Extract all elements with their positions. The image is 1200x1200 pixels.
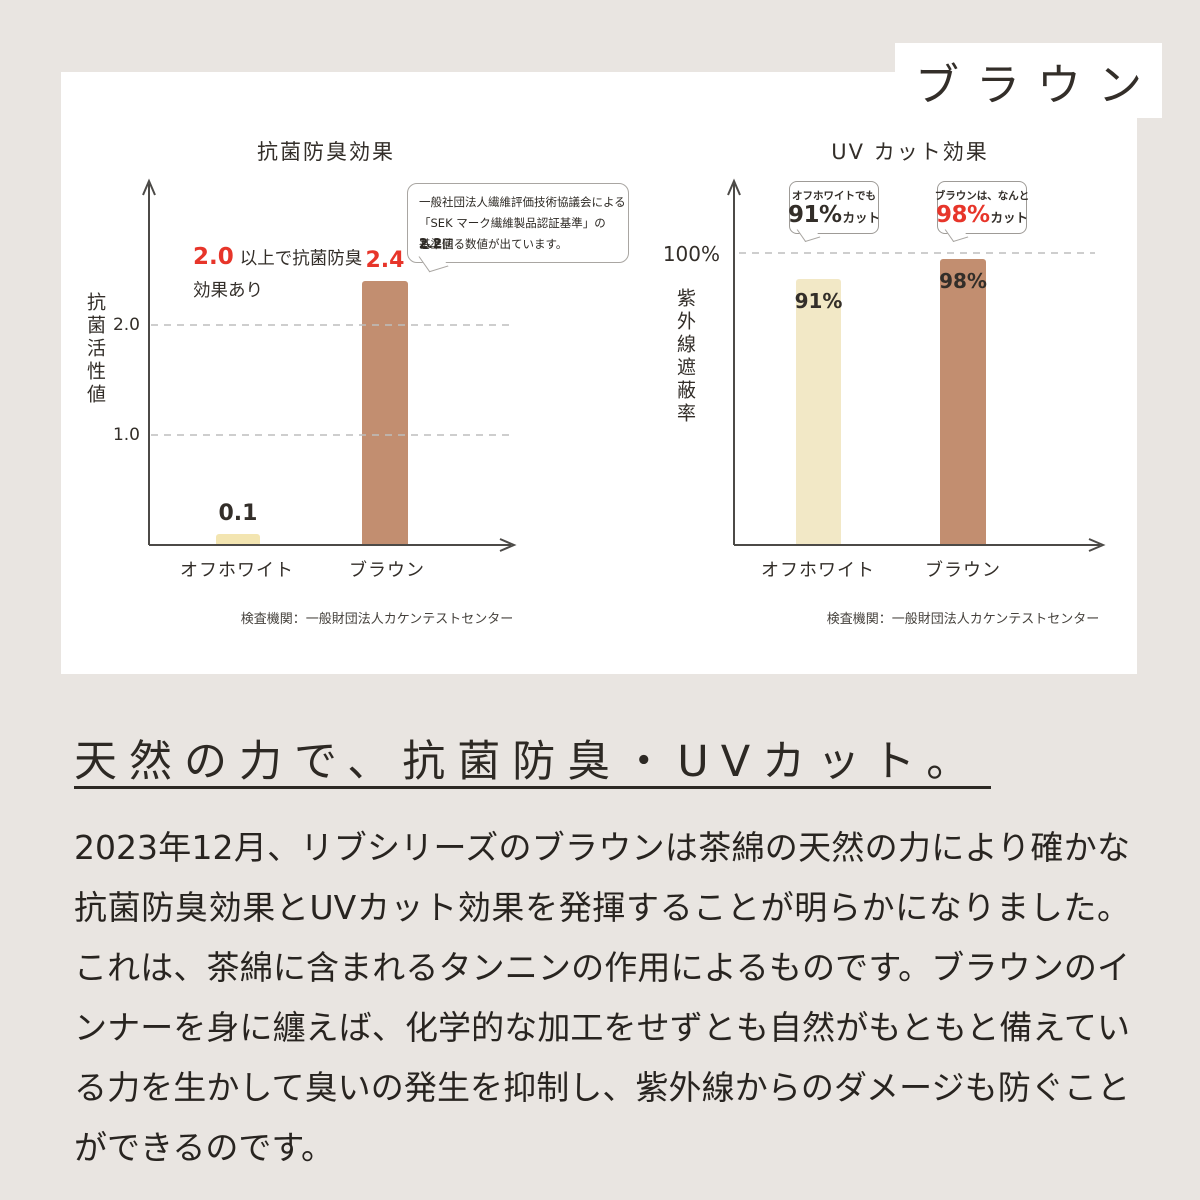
- chart1-axes: [142, 178, 517, 552]
- chart1-category-brown: ブラウン: [349, 560, 425, 581]
- sek-standard-callout: 一般社団法人繊維評価技術協議会による 「SEK マーク繊維製品認証基準」の 基準…: [407, 183, 629, 273]
- chart2-category-offwhite: オフホワイト: [761, 560, 875, 581]
- threshold-value: 2.0: [193, 244, 234, 270]
- bar-brown-uv: [940, 259, 986, 545]
- y-axis-arrow-icon: [142, 178, 156, 196]
- chart1-y-axis-label: 抗菌活性値: [84, 292, 106, 407]
- chart1-ytick-1: 1.0: [112, 425, 140, 445]
- body-paragraph: 2023年12月、リブシリーズのブラウンは茶綿の天然の力により確かな抗菌防臭効果…: [74, 828, 1130, 1167]
- inside-label-brown: 98%: [939, 269, 987, 293]
- chart1-ytick-2: 2.0: [112, 315, 140, 335]
- value-label-offwhite: 0.1: [218, 501, 258, 526]
- color-name-badge: ブラウン: [895, 43, 1162, 118]
- threshold-note: 2.0 以上で抗菌防臭 効果あり: [193, 244, 363, 301]
- value-label-brown: 2.4: [365, 248, 405, 273]
- chart2-title: UV カット効果: [831, 140, 989, 164]
- x-axis-arrow-icon: [1088, 538, 1106, 552]
- brown-percent-callout: ブラウンは、なんと 98%カット: [935, 181, 1029, 242]
- color-name-label: ブラウン: [915, 59, 1159, 111]
- chart1-category-offwhite: オフホワイト: [180, 560, 294, 581]
- chart2-y-axis-label: 紫外線遮蔽率: [674, 288, 696, 426]
- heading-underline: [74, 786, 991, 789]
- section-heading: 天然の力で、抗菌防臭・UVカット。: [74, 737, 982, 787]
- chart2-test-agency-caption: 検査機関：一般財団法人カケンテストセンター: [826, 612, 1100, 627]
- y-axis-arrow-icon: [727, 178, 741, 196]
- x-axis-arrow-icon: [499, 538, 517, 552]
- chart1-test-agency-caption: 検査機関：一般財団法人カケンテストセンター: [240, 612, 514, 627]
- inside-label-offwhite: 91%: [794, 289, 843, 313]
- chart1-title: 抗菌防臭効果: [257, 140, 395, 164]
- chart2-category-brown: ブラウン: [925, 560, 1001, 581]
- bar-offwhite-uv: [796, 279, 841, 545]
- bar-offwhite-antibacterial: [216, 534, 260, 545]
- chart2-axes: [727, 178, 1106, 552]
- chart2-ytick-100: 100%: [662, 242, 720, 266]
- offwhite-percent-callout: オフホワイトでも 91%カット: [788, 181, 880, 242]
